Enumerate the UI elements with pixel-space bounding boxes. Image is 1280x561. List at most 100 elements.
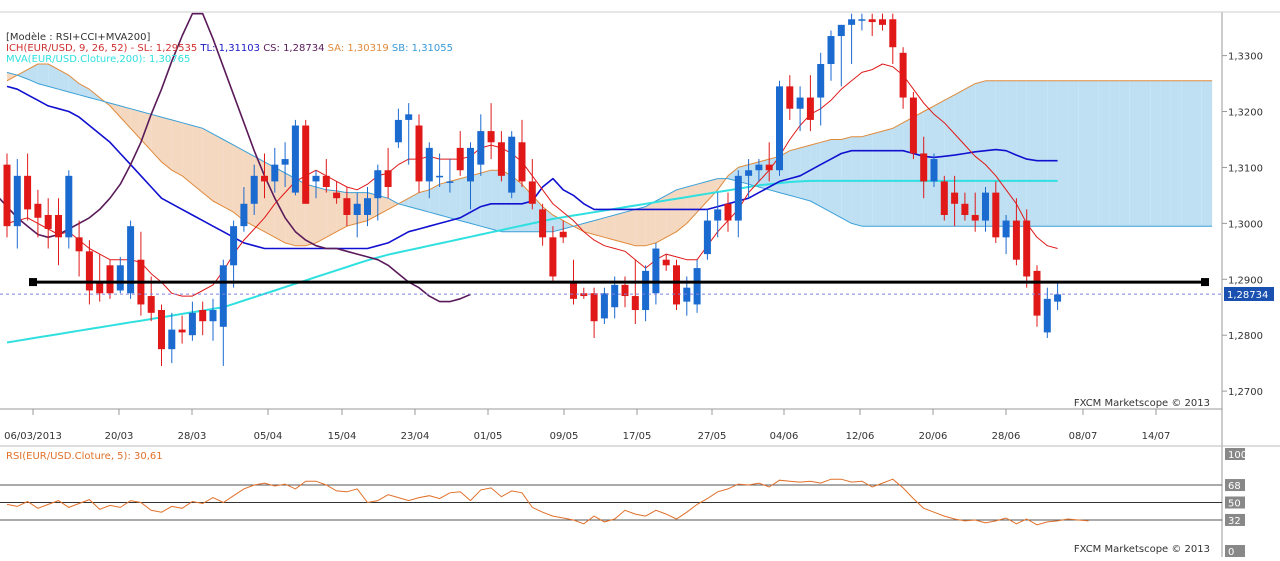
y-tick-label: 1,3100 bbox=[1228, 163, 1263, 174]
candle-bull bbox=[796, 97, 804, 109]
cloud-segment bbox=[1160, 80, 1171, 227]
candle-bear bbox=[55, 214, 62, 238]
candle-bull bbox=[837, 24, 845, 37]
candle-bull bbox=[291, 125, 299, 193]
candle-bull bbox=[734, 175, 742, 221]
cloud-segment bbox=[192, 125, 203, 193]
cloud-segment bbox=[449, 178, 461, 221]
x-tick-label: 01/05 bbox=[474, 431, 503, 442]
cloud-segment bbox=[223, 139, 234, 213]
support-handle-right bbox=[1201, 278, 1209, 287]
axes: 1,3300 1,3200 1,3100 1,3000 1,2900 1,2800 1,27… bbox=[0, 11, 1280, 557]
y-tick-label: 1,2800 bbox=[1228, 331, 1263, 342]
support-handle-left bbox=[29, 278, 37, 287]
candle-bear bbox=[302, 125, 310, 204]
x-tick-label: 04/06 bbox=[770, 431, 799, 442]
cloud-segment bbox=[89, 89, 100, 101]
candle-bear bbox=[44, 214, 52, 229]
cloud-segment bbox=[625, 209, 636, 246]
x-tick-label: 28/03 bbox=[178, 431, 207, 442]
candle-bull bbox=[611, 284, 619, 308]
cloud-segment bbox=[1140, 80, 1151, 227]
cloud-segment bbox=[892, 122, 904, 227]
cloud-segment bbox=[1078, 80, 1089, 227]
x-tick-label: 12/06 bbox=[846, 431, 875, 442]
candle-bull bbox=[425, 147, 433, 182]
candle-bear bbox=[961, 203, 969, 215]
x-tick-label: 14/07 bbox=[1142, 431, 1171, 442]
x-tick-label: 09/05 bbox=[550, 431, 579, 442]
rsi-tick-badge bbox=[1225, 513, 1245, 526]
candle-bull bbox=[188, 312, 196, 336]
cloud-segment bbox=[686, 184, 698, 224]
rsi-tick-label: 50 bbox=[1228, 499, 1241, 510]
cloud-segment bbox=[964, 83, 976, 227]
current-price-label: 1,28734 bbox=[1227, 290, 1268, 301]
rsi-tick-badge bbox=[1225, 496, 1245, 509]
cloud-segment bbox=[789, 147, 801, 199]
ichimoku-legend-item: SB: 1,31055 bbox=[389, 43, 453, 54]
senkou-b-line bbox=[6, 71, 1213, 233]
cloud-segment bbox=[120, 105, 131, 129]
candle-bull bbox=[508, 136, 516, 193]
cloud-segment bbox=[316, 187, 327, 243]
candle-bull bbox=[477, 131, 485, 165]
cloud-segment bbox=[975, 80, 986, 227]
candle-bear bbox=[1033, 270, 1041, 316]
cloud-segment bbox=[58, 69, 69, 92]
candle-bear bbox=[889, 19, 897, 48]
mva-legend: MVA(EUR/USD.Cloture,200): 1,30765 bbox=[6, 54, 190, 65]
rsi-panel[interactable]: 100 68 50 32 0 bbox=[0, 445, 1280, 558]
senkou-a-line bbox=[6, 63, 1213, 247]
x-tick-label: 20/03 bbox=[105, 431, 134, 442]
candle-bull bbox=[848, 19, 856, 25]
x-tick-label: 23/04 bbox=[401, 431, 430, 442]
cloud-segment bbox=[954, 89, 965, 227]
cloud-segment bbox=[27, 64, 38, 84]
candle-bear bbox=[940, 181, 948, 215]
cloud-segment bbox=[79, 83, 90, 98]
candle-bear bbox=[261, 175, 268, 182]
cloud-segment bbox=[882, 128, 893, 227]
rsi-tick-label: 100 bbox=[1228, 450, 1247, 461]
cloud-segment bbox=[1109, 80, 1120, 227]
candle-bull bbox=[127, 226, 135, 294]
candle-bull bbox=[312, 175, 320, 182]
cloud-segment bbox=[995, 80, 1007, 227]
cloud-segment bbox=[1088, 80, 1099, 227]
overlays bbox=[0, 278, 1222, 295]
candle-bear bbox=[1012, 220, 1020, 260]
cloud-segment bbox=[377, 195, 389, 215]
rsi-legend: RSI(EUR/USD.Cloture, 5): 30,61 bbox=[6, 451, 163, 462]
cloud-segment bbox=[810, 142, 821, 207]
cloud-segment bbox=[1026, 80, 1037, 227]
candle-bull bbox=[703, 220, 711, 255]
candle-bull bbox=[600, 293, 608, 319]
candle-bull bbox=[652, 248, 660, 294]
candle-bear bbox=[621, 284, 629, 297]
cloud-segment bbox=[213, 133, 224, 207]
candle-bull bbox=[250, 175, 258, 204]
cloud-segment bbox=[697, 181, 708, 213]
cloud-segment bbox=[594, 217, 605, 238]
cloud-segment bbox=[491, 170, 502, 232]
candle-bull bbox=[683, 287, 691, 302]
candle-bull bbox=[374, 170, 382, 199]
candle-bear bbox=[518, 142, 526, 182]
cloud-segment bbox=[1047, 80, 1058, 227]
candle-bear bbox=[580, 293, 588, 297]
candle-bear bbox=[590, 293, 598, 322]
candle-bear bbox=[971, 214, 979, 221]
candle-bear bbox=[497, 142, 505, 176]
cloud-segment bbox=[480, 170, 492, 229]
candle-bear bbox=[992, 192, 1000, 238]
candle-bull bbox=[13, 175, 21, 227]
cloud-segment bbox=[831, 139, 842, 218]
candle-bear bbox=[158, 310, 165, 350]
rsi-line bbox=[6, 478, 1089, 526]
candle-bull bbox=[817, 64, 825, 98]
x-tick-label: 28/06 bbox=[992, 431, 1021, 442]
candle-bear bbox=[570, 282, 577, 299]
x-tick-label: 15/04 bbox=[328, 431, 357, 442]
